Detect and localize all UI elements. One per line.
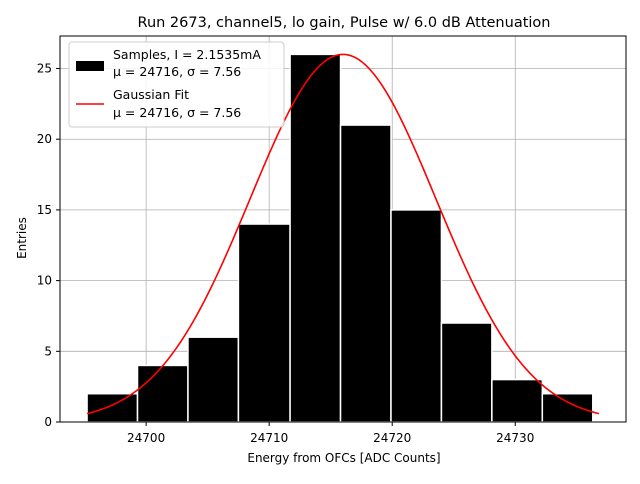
histogram-bar (541, 392, 594, 423)
y-axis-label: Entries (15, 217, 29, 259)
legend: Samples, I = 2.1535mA μ = 24716, σ = 7.5… (68, 41, 285, 128)
histogram-bar (339, 124, 392, 423)
histogram-bar (187, 336, 240, 423)
plot-frame (59, 35, 627, 423)
x-axis-label: Energy from OFCs [ADC Counts] (247, 451, 440, 465)
histogram-bar (289, 53, 342, 423)
histogram-bar (237, 223, 291, 423)
y-tick-label: 20 (37, 132, 52, 146)
histogram-bar (136, 364, 189, 423)
histogram-bar (440, 322, 493, 423)
x-tick-label: 24730 (496, 431, 534, 445)
legend-swatch-samples (76, 61, 104, 71)
legend-label-samples: Samples, I = 2.1535mA (113, 47, 261, 62)
x-tick-label: 24720 (373, 431, 411, 445)
histogram-bar (390, 209, 443, 423)
y-tick-label: 15 (37, 203, 52, 217)
x-tick-label: 24700 (127, 431, 165, 445)
histogram-bar (86, 392, 139, 423)
y-axis-ticks: 0 5 10 15 20 25 (37, 62, 60, 429)
legend-label-samples-stats: μ = 24716, σ = 7.56 (113, 64, 241, 79)
y-tick-label: 5 (44, 344, 52, 358)
y-tick-label: 0 (44, 415, 52, 429)
legend-box (68, 41, 285, 128)
fit-curve (86, 53, 600, 415)
chart-title: Run 2673, channel5, lo gain, Pulse w/ 6.… (138, 15, 551, 31)
x-axis-ticks: 24700 24710 24720 24730 (127, 422, 534, 445)
y-tick-label: 25 (37, 62, 52, 76)
y-tick-label: 10 (37, 274, 52, 288)
gaussian-fit (86, 53, 600, 415)
legend-label-fit: Gaussian Fit (113, 87, 189, 102)
histogram-bar (491, 378, 544, 423)
x-tick-label: 24710 (250, 431, 288, 445)
legend-label-fit-stats: μ = 24716, σ = 7.56 (113, 105, 241, 120)
